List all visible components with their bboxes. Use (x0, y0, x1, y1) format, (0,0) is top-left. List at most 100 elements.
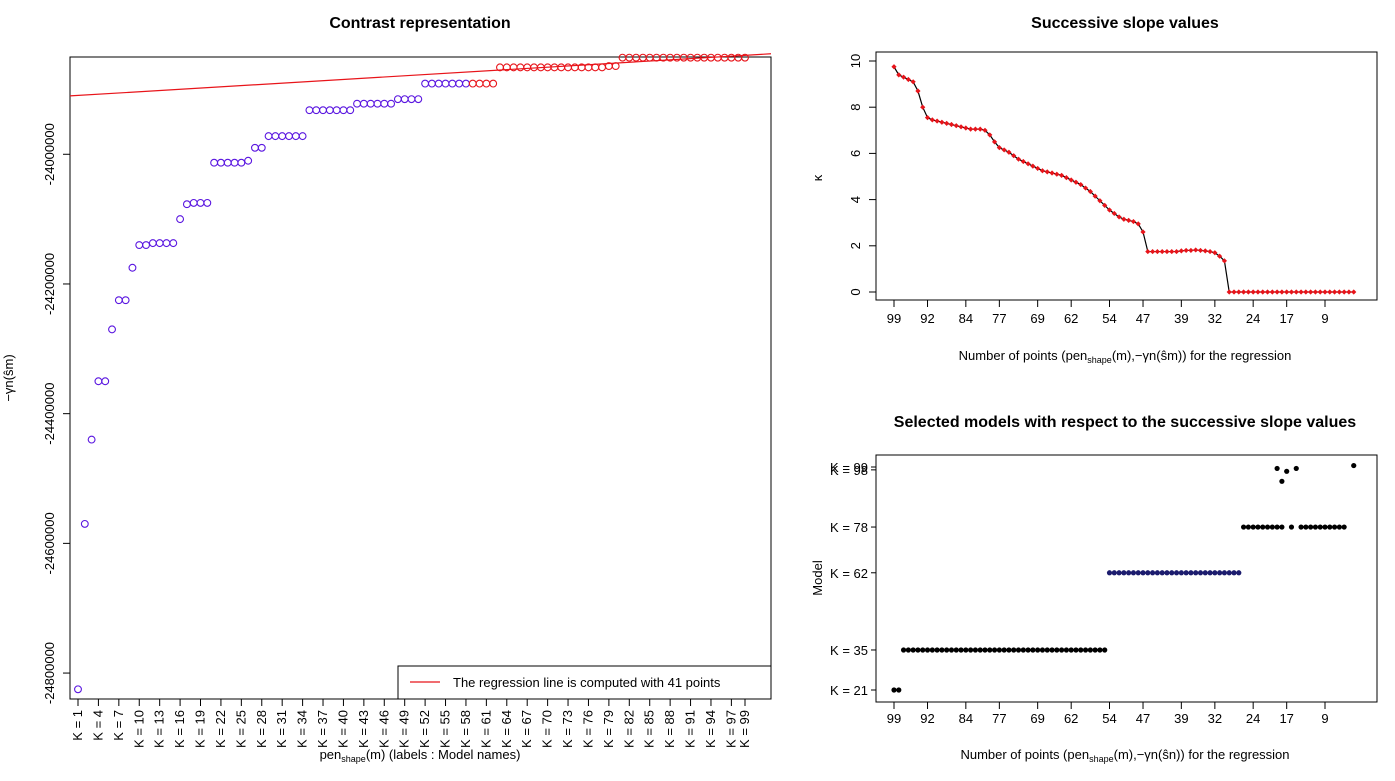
selected-model-point (1217, 570, 1223, 576)
selected-models-x-axis: 99 92 84 77 69 62 54 47 39 32 24 17 9 (887, 702, 1329, 726)
contrast-points (74, 53, 749, 694)
contrast-point (591, 63, 600, 72)
selected-model-point (1226, 570, 1232, 576)
contrast-y-tick-label: -24600000 (42, 512, 57, 574)
contrast-point (632, 53, 641, 62)
contrast-x-tick-label-group: K = 58 (458, 710, 473, 748)
contrast-x-tick-label-group: K = 22 (213, 710, 228, 748)
selected-model-point (1006, 647, 1012, 653)
slope-y-tick-label: 10 (848, 54, 863, 68)
slope-marker (1312, 289, 1319, 295)
selected-model-point (1274, 465, 1280, 472)
contrast-x-tick-label-group: K = 97 (723, 710, 738, 748)
slope-marker (948, 121, 955, 128)
slope-chart-title: Successive slope values (1031, 15, 1219, 32)
selected-model-point (1279, 524, 1285, 530)
slope-marker (987, 132, 993, 138)
contrast-x-tick-label-group: K = 46 (376, 710, 391, 748)
contrast-point (686, 53, 695, 62)
slope-x-tick-label: 32 (1208, 311, 1222, 326)
selected-models-y-tick-label: K = 62 (830, 566, 868, 581)
contrast-point (468, 79, 477, 88)
selected-model-point (1288, 524, 1295, 530)
selected-model-point (987, 647, 993, 653)
slope-marker (1121, 216, 1127, 222)
contrast-x-tick-label-group: K = 28 (254, 710, 269, 748)
selected-models-x-tick-label: 62 (1064, 711, 1078, 726)
slope-x-tick-label: 39 (1174, 311, 1188, 326)
selected-model-point (1063, 647, 1069, 653)
contrast-y-tick-label: -24000000 (42, 123, 57, 185)
selected-models-x-tick-label: 92 (920, 711, 934, 726)
selected-model-point (1317, 524, 1323, 530)
selected-model-point (905, 647, 911, 653)
slope-marker (1006, 149, 1012, 155)
selected-model-point (900, 647, 907, 653)
contrast-point (305, 106, 314, 115)
svg-text:Model: Model (810, 560, 825, 596)
selected-model-point (944, 647, 950, 653)
contrast-point (339, 106, 348, 115)
contrast-x-tick-label-group: K = 99 (737, 710, 752, 748)
contrast-point (237, 158, 246, 167)
selected-model-point (1059, 647, 1065, 653)
slope-marker (1221, 258, 1228, 264)
contrast-x-tick-label: K = 40 (335, 710, 350, 748)
selected-model-point (1293, 465, 1299, 472)
slope-marker (1188, 247, 1194, 254)
contrast-plot-frame (69, 56, 772, 700)
contrast-point (203, 198, 212, 207)
contrast-x-label: penshape(m) (labels : Model names) (320, 747, 521, 764)
selected-model-point (1183, 570, 1189, 576)
selected-model-point (977, 647, 983, 653)
contrast-x-tick-label: K = 76 (580, 710, 595, 748)
selected-model-point (1284, 468, 1290, 474)
selected-model-point (1279, 478, 1285, 484)
slope-marker (1154, 248, 1160, 255)
contrast-x-tick-label-group: K = 91 (683, 710, 698, 748)
slope-series (891, 64, 1357, 295)
contrast-point (271, 132, 280, 141)
selected-model-point (1001, 647, 1007, 653)
selected-model-point (1087, 647, 1093, 653)
selected-model-point (1035, 647, 1041, 653)
slope-marker (1293, 289, 1299, 295)
contrast-y-tick-label: -24400000 (42, 383, 57, 445)
contrast-x-tick-label: K = 4 (90, 710, 105, 741)
contrast-point (638, 53, 647, 62)
contrast-x-tick-label-group: K = 25 (233, 710, 248, 748)
slope-marker (1226, 289, 1232, 295)
slope-x-tick-label: 9 (1321, 311, 1328, 326)
contrast-x-tick-label: K = 97 (723, 710, 738, 748)
contrast-point (645, 53, 654, 62)
slope-y-tick-label: 8 (848, 104, 863, 111)
contrast-y-tick-label-group: -24200000 (42, 253, 57, 315)
slope-marker (1183, 247, 1189, 254)
selected-model-point (1312, 524, 1319, 530)
contrast-x-tick-label-group: K = 85 (642, 710, 657, 748)
contrast-x-tick-label-group: K = 7 (111, 710, 126, 741)
selected-model-point (1236, 570, 1242, 576)
slope-y-tick-label-group: 2 (848, 242, 863, 249)
contrast-point (210, 158, 219, 167)
selected-models-y-axis: K = 21 K = 35 K = 62 K = 78 K = 98K = 99 (830, 460, 876, 698)
contrast-x-tick-label: K = 91 (683, 710, 698, 748)
slope-x-tick-label: 99 (887, 311, 901, 326)
selected-model-point (1015, 647, 1022, 653)
selected-model-point (1178, 570, 1184, 576)
contrast-point (216, 158, 225, 167)
contrast-point (87, 435, 96, 444)
slope-marker (1303, 289, 1309, 295)
slope-x-tick-label: 92 (920, 311, 934, 326)
slope-y-tick-label-group: 6 (848, 150, 863, 157)
selected-models-x-tick-label: 24 (1246, 711, 1260, 726)
selected-model-point (1308, 524, 1314, 530)
selected-model-point (1044, 647, 1050, 653)
selected-model-point (1116, 570, 1122, 576)
selected-model-point (1121, 570, 1127, 576)
slope-marker (1255, 289, 1261, 295)
slope-x-axis: 99 92 84 77 69 62 54 47 39 32 24 17 9 (887, 300, 1329, 326)
contrast-point (489, 79, 498, 88)
slope-marker (934, 118, 940, 124)
slope-marker (1240, 289, 1247, 295)
